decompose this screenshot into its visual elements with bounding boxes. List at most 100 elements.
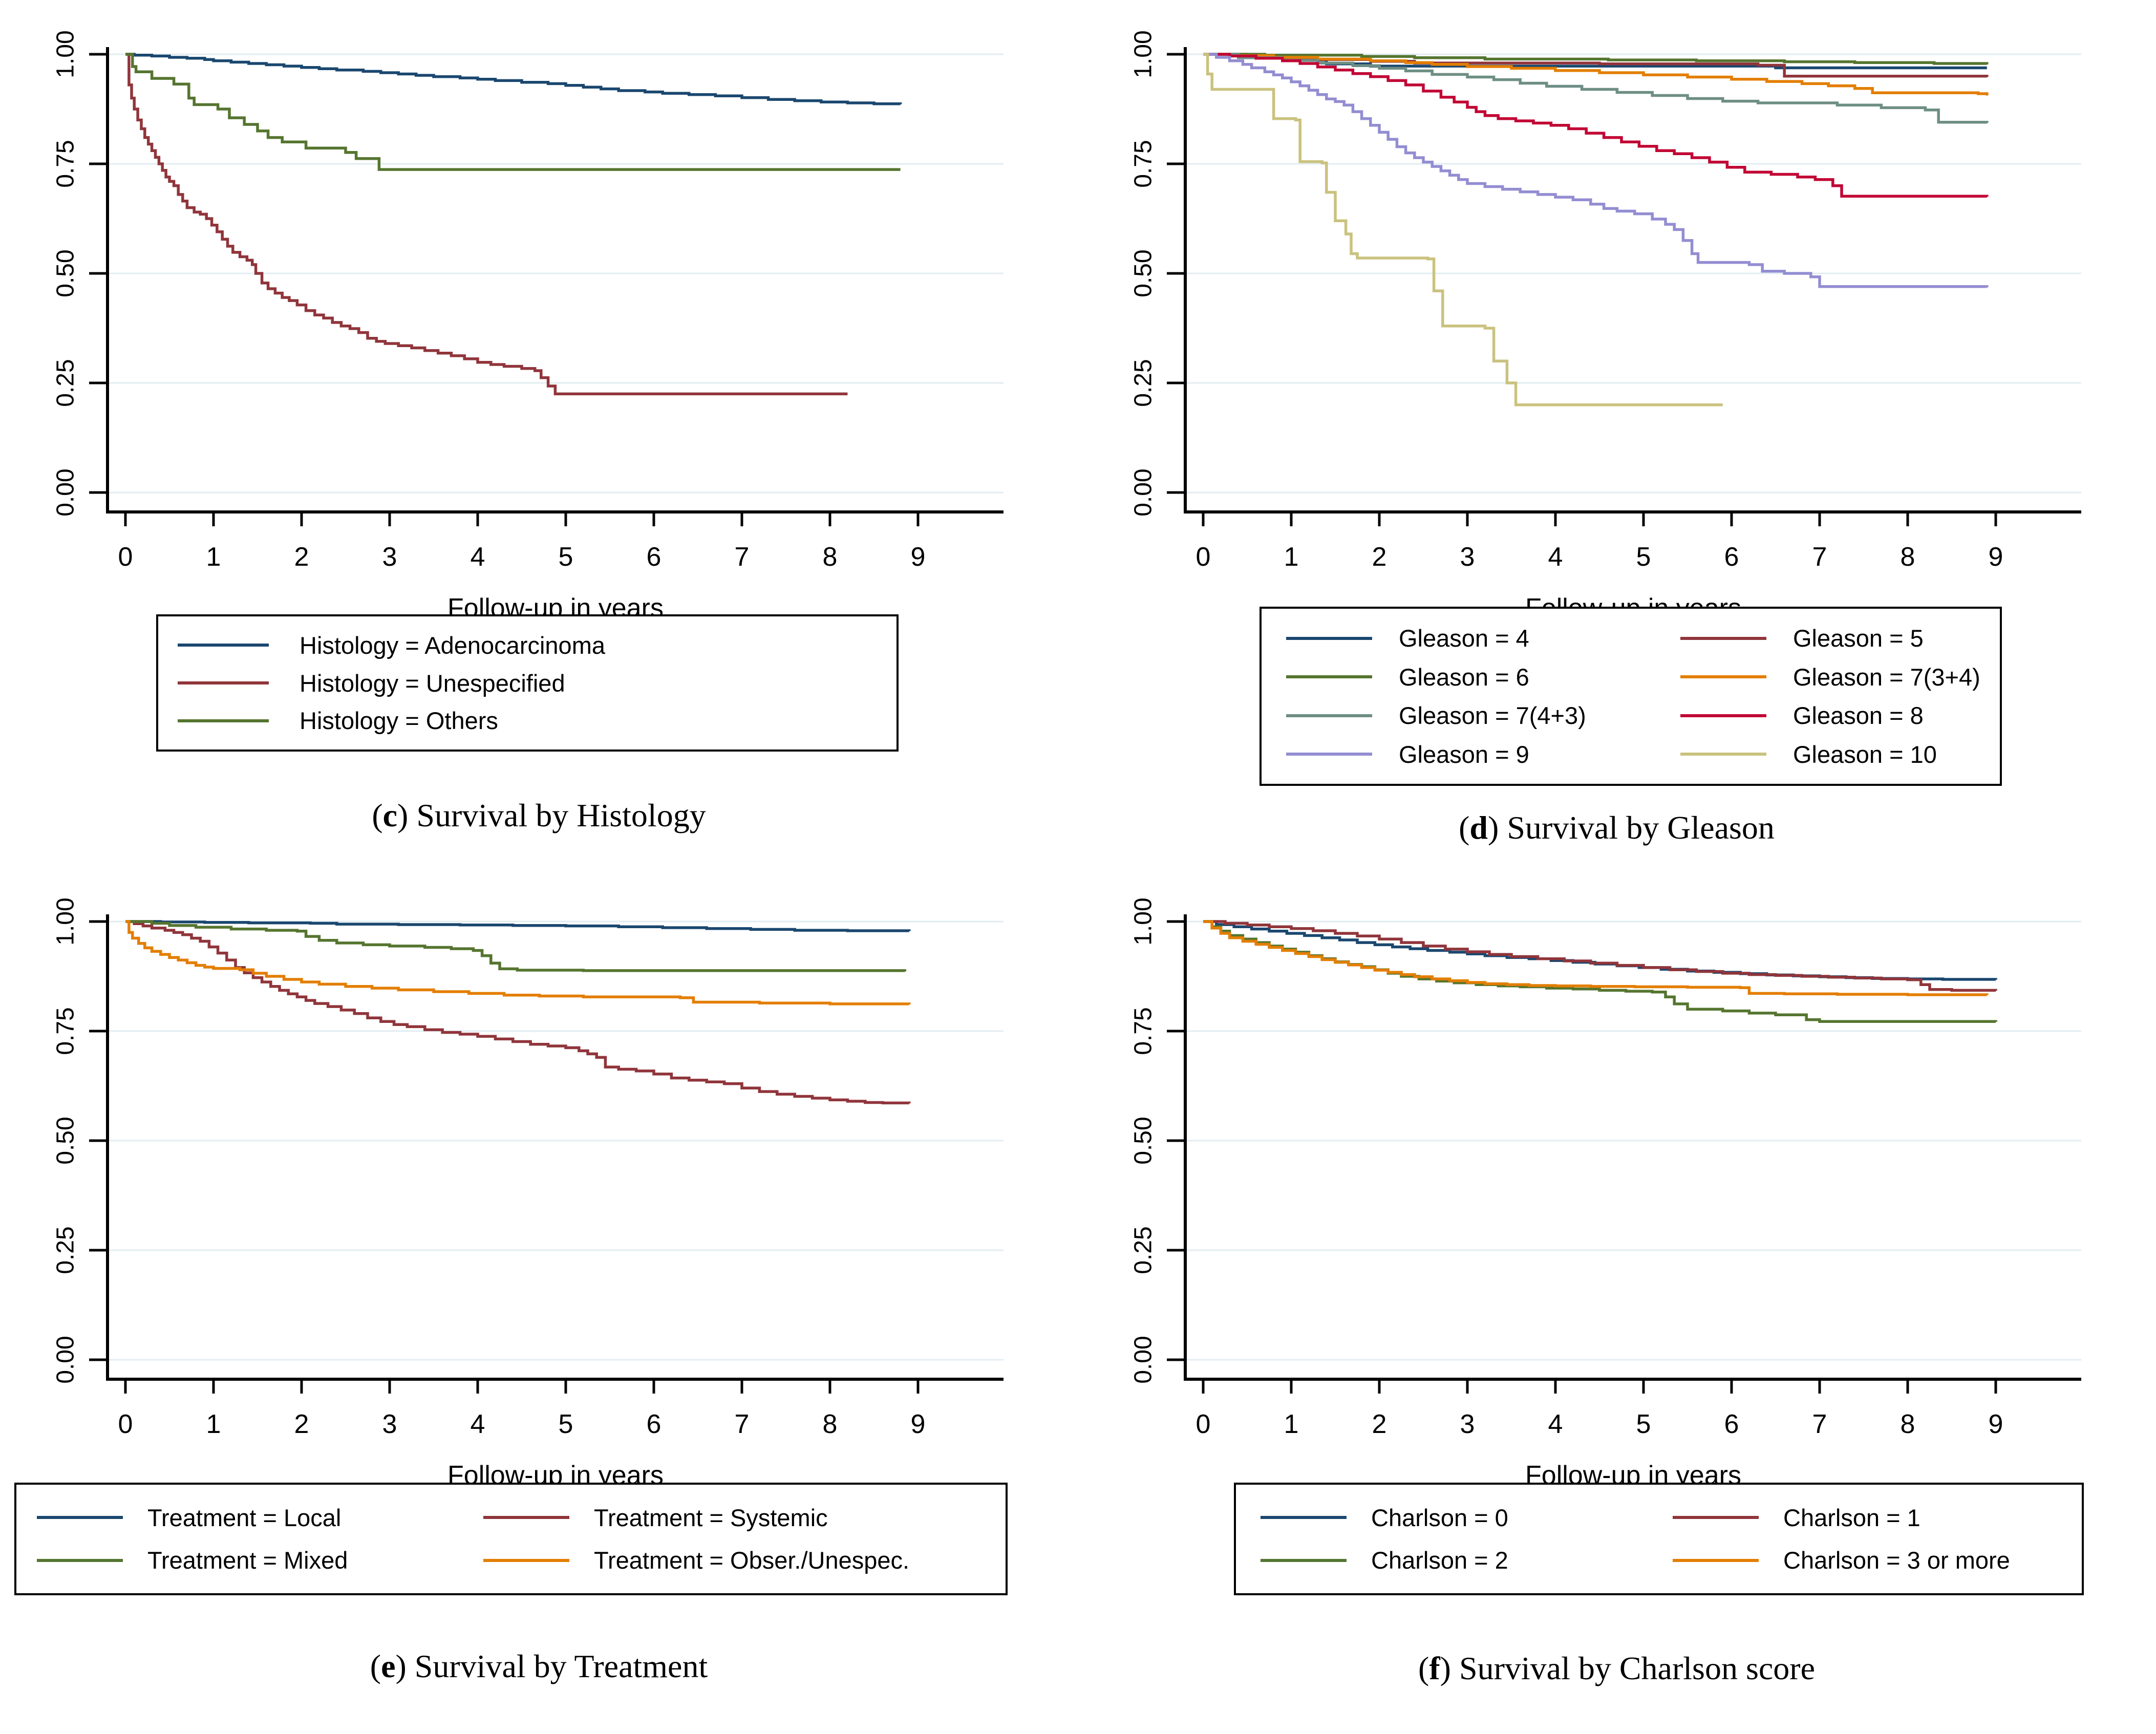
curve-histology-adenocarcinoma — [125, 53, 902, 105]
legend-label: Gleason = 7(4+3) — [1399, 702, 1586, 730]
x-tick-label: 0 — [118, 542, 133, 572]
x-tick-label: 4 — [1548, 1409, 1563, 1439]
x-tick-label: 0 — [1196, 1409, 1211, 1439]
x-tick-label: 3 — [1460, 542, 1475, 572]
x-tick-label: 1 — [1284, 542, 1299, 572]
curve-gleason-10 — [1203, 53, 1723, 406]
legend-label: Gleason = 7(3+4) — [1793, 663, 1980, 691]
x-tick-label: 2 — [294, 1409, 309, 1439]
panel-survival-by-gleason: 0.000.250.500.751.000123456789Follow-up … — [1078, 0, 2156, 867]
legend-label: Gleason = 5 — [1793, 625, 1924, 652]
legend-line-swatch — [37, 1516, 123, 1519]
x-tick-label: 9 — [1989, 542, 2003, 572]
panel-survival-by-treatment: 0.00 0.25 0.50 0.75 1.00 0 1 2 3 4 5 6 7 8 9 Follow-up … — [0, 867, 1078, 1734]
legend-label: Charlson = 2 — [1371, 1547, 1508, 1574]
legend-line-swatch — [1680, 636, 1766, 640]
curve-gleason-9 — [1203, 53, 1989, 288]
x-tick-label: 0 — [1196, 542, 1211, 572]
legend-item: Treatment = Obser./Unespec. — [483, 1546, 1006, 1574]
legend-line-swatch — [1261, 1558, 1347, 1562]
legend-line-swatch — [178, 719, 269, 722]
legend-line-swatch — [1680, 714, 1766, 717]
y-tick-label: 0.75 — [52, 140, 79, 187]
y-tick-label: 1.00 — [52, 30, 79, 78]
y-tick-label: 1.00 — [1130, 897, 1157, 945]
legend-label: Histology = Unespecified — [300, 669, 565, 697]
panel-survival-by-charlson: 0.00 0.25 0.50 0.75 1.00 0 1 2 3 4 5 6 7 8 9 Follow-up … — [1078, 867, 2156, 1734]
legend-item: Gleason = 4 — [1286, 624, 1680, 652]
y-tick-label: 0.50 — [52, 249, 79, 297]
legend-label: Charlson = 0 — [1371, 1504, 1508, 1531]
legend-box-gleason: Gleason = 4 Gleason = 5 Gleason = 6 Glea… — [1260, 607, 2002, 786]
legend-label: Treatment = Systemic — [594, 1504, 828, 1531]
y-tick-label: 0.75 — [52, 1007, 79, 1055]
panel-caption-e: (e) Survival by Treatment — [370, 1648, 708, 1684]
legend-item: Treatment = Systemic — [483, 1504, 1006, 1532]
legend-line-swatch — [1261, 1516, 1347, 1519]
legend-item: Gleason = 10 — [1680, 740, 2000, 768]
legend-item: Gleason = 7(4+3) — [1286, 701, 1680, 730]
legend-line-swatch — [1673, 1516, 1759, 1519]
x-tick-label: 1 — [1284, 1409, 1299, 1439]
x-tick-label: 0 — [118, 1409, 133, 1439]
x-tick-label: 4 — [1548, 542, 1563, 572]
x-tick-label: 8 — [823, 1409, 838, 1439]
x-tick-label: 6 — [1724, 1409, 1739, 1439]
legend-label: Gleason = 4 — [1399, 625, 1529, 652]
legend-line-swatch — [483, 1516, 569, 1519]
y-tick-label: 0.25 — [1130, 1226, 1157, 1274]
legend-label: Gleason = 10 — [1793, 740, 1937, 768]
x-tick-label: 6 — [647, 542, 661, 572]
curve-treatment-local — [125, 920, 911, 932]
legend-line-swatch — [1286, 714, 1372, 717]
legend-label: Histology = Adenocarcinoma — [300, 631, 605, 659]
km-plot-treatment: 0.000.250.500.751.000 1 2 3 4 5 6 7 8 9Follow-up … — [52, 897, 1004, 1490]
x-tick-label: 9 — [911, 1409, 926, 1439]
legend-item: Histology = Adenocarcinoma — [178, 631, 896, 659]
x-tick-label: 6 — [647, 1409, 661, 1439]
y-tick-label: 0.00 — [52, 468, 79, 516]
curve-treatment-systemic — [125, 920, 911, 1105]
legend-line-swatch — [1286, 675, 1372, 679]
legend-label: Treatment = Obser./Unespec. — [594, 1547, 910, 1574]
legend-item: Charlson = 3 or more — [1673, 1546, 2082, 1574]
curve-histology-others — [125, 53, 901, 171]
legend-box-charlson: Charlson = 0 Charlson = 1 Charlson = 2 C… — [1234, 1483, 2084, 1595]
x-tick-label: 1 — [206, 1409, 221, 1439]
x-tick-label: 2 — [1372, 542, 1387, 572]
curve-histology-unespecified — [125, 53, 848, 396]
legend-item: Gleason = 9 — [1286, 740, 1680, 768]
legend-item: Histology = Unespecified — [178, 669, 896, 697]
x-tick-label: 5 — [1636, 542, 1651, 572]
legend-line-swatch — [1286, 636, 1372, 640]
curve-charlson-1 — [1203, 920, 1997, 992]
curve-gleason-6 — [1203, 53, 1989, 65]
x-tick-label: 5 — [1636, 1409, 1651, 1439]
x-tick-label: 7 — [1812, 1409, 1827, 1439]
legend-label: Charlson = 3 or more — [1783, 1547, 2010, 1574]
y-tick-label: 0.25 — [52, 1226, 79, 1274]
curve-gleason-8 — [1203, 53, 1989, 198]
x-tick-label: 1 — [206, 542, 221, 572]
x-tick-label: 2 — [294, 542, 309, 572]
x-tick-label: 2 — [1372, 1409, 1387, 1439]
legend-line-swatch — [1680, 753, 1766, 756]
legend-item: Treatment = Mixed — [37, 1546, 483, 1574]
y-tick-label: 1.00 — [1130, 30, 1157, 78]
legend-line-swatch — [483, 1558, 569, 1562]
x-tick-label: 5 — [559, 542, 573, 572]
x-tick-label: 4 — [471, 542, 485, 572]
legend-label: Treatment = Local — [147, 1504, 341, 1531]
x-tick-label: 8 — [1901, 1409, 1915, 1439]
curve-gleason-7-3-4 — [1203, 53, 1989, 96]
legend-label: Histology = Others — [300, 707, 498, 735]
curve-gleason-7-4-3 — [1203, 53, 1989, 124]
legend-item: Gleason = 8 — [1680, 701, 2000, 730]
legend-item: Gleason = 5 — [1680, 624, 2000, 652]
legend-label: Charlson = 1 — [1783, 1504, 1920, 1531]
legend-item: Gleason = 6 — [1286, 663, 1680, 691]
legend-line-swatch — [178, 681, 269, 684]
legend-label: Gleason = 8 — [1793, 702, 1924, 730]
legend-line-swatch — [1673, 1558, 1759, 1562]
